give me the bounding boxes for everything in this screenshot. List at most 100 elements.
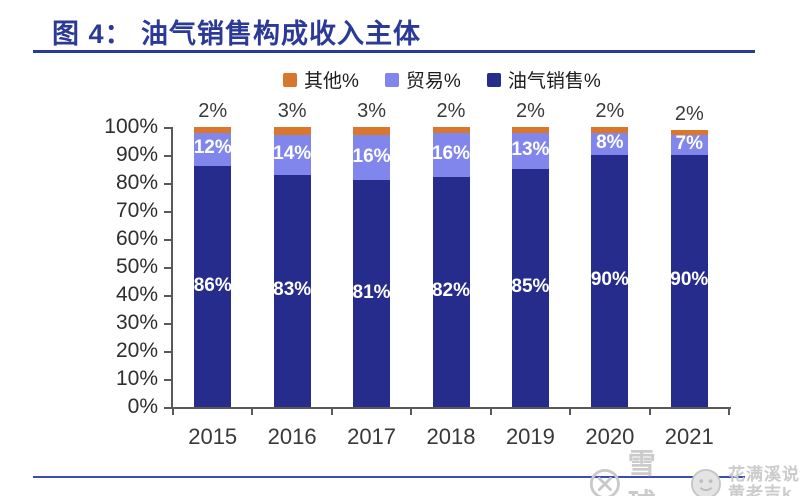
bar-value-label: 83%: [273, 278, 312, 300]
legend-label: 贸易%: [405, 71, 461, 92]
y-axis-label: 70%: [115, 199, 158, 222]
xueqiu-logo-icon: [589, 468, 620, 496]
y-axis-label: 50%: [115, 255, 158, 278]
bar-segment: [273, 174, 311, 407]
bar-segment: [353, 135, 391, 181]
y-axis-tick: [164, 323, 172, 325]
bar-segment: [511, 132, 549, 169]
bar-segment: [511, 127, 549, 133]
bar-top-label: 3%: [277, 100, 307, 122]
bottom-divider-rule: [33, 476, 745, 478]
bar-value-label: 86%: [193, 274, 232, 296]
bar-top-label: 2%: [515, 100, 545, 122]
bar-top-label: 2%: [595, 100, 625, 122]
y-axis-tick: [164, 407, 172, 409]
bar-segment: [670, 129, 708, 136]
x-axis-label: 2018: [426, 424, 476, 449]
legend-swatch: [486, 72, 501, 87]
bar-segment: [353, 127, 391, 136]
y-axis-tick: [164, 183, 172, 185]
x-axis-label: 2017: [347, 424, 397, 449]
bar-segment: [194, 132, 232, 167]
xueqiu-brand-text: 雪球: [627, 448, 658, 496]
legend-swatch: [384, 72, 399, 87]
bar-value-label: 90%: [590, 269, 629, 290]
bar-value-label: 12%: [193, 137, 232, 159]
y-axis-line: [171, 127, 173, 409]
bar-value-label: 90%: [670, 269, 709, 290]
y-axis-label: 60%: [115, 227, 158, 250]
title-underline-rule: [33, 50, 755, 53]
x-axis-tick: [251, 409, 254, 415]
x-axis-tick: [648, 409, 651, 415]
y-axis-label: 0%: [127, 395, 158, 418]
bar-value-label: 14%: [273, 143, 312, 164]
bar-segment: [432, 132, 470, 178]
x-axis-label: 2016: [267, 424, 317, 449]
bar-top-label: 2%: [198, 100, 228, 122]
x-axis-tick: [728, 409, 730, 415]
y-axis-label: 100%: [104, 115, 158, 138]
bar-segment: [194, 127, 232, 133]
bar-value-label: 13%: [511, 138, 550, 160]
figure-title: 图 4： 油气销售构成收入主体: [52, 19, 422, 49]
bar-value-label: 8%: [596, 131, 624, 153]
x-axis-tick: [489, 409, 492, 415]
x-axis-label: 2021: [664, 424, 714, 449]
watermark-username-line1: 花满溪说: [728, 465, 800, 484]
y-axis-tick: [164, 351, 172, 353]
bar-segment: [194, 166, 232, 407]
bar-segment: [273, 135, 311, 175]
x-axis-line: [171, 407, 731, 409]
legend-swatch: [283, 72, 297, 87]
y-axis-tick: [164, 379, 172, 381]
x-axis-tick: [330, 409, 333, 415]
watermark-username: 花满溪说 黄老吉k: [728, 465, 800, 496]
y-axis-label: 80%: [115, 171, 158, 194]
bar-top-label: 2%: [436, 100, 466, 122]
chart-legend: 其他% 贸易% 油气销售%: [283, 66, 601, 93]
y-axis-tick: [164, 127, 172, 129]
x-axis-label: 2020: [585, 424, 635, 449]
y-axis-label: 30%: [115, 311, 158, 334]
bar-segment: [432, 177, 470, 407]
bar-top-label: 2%: [674, 102, 704, 125]
bar-value-label: 7%: [675, 133, 704, 155]
x-axis-tick: [410, 409, 413, 415]
bar-segment: [432, 127, 470, 133]
legend-item: 油气销售%: [486, 66, 601, 93]
bar-value-label: 16%: [431, 143, 471, 164]
bar-value-label: 85%: [511, 276, 550, 297]
legend-item: 贸易%: [384, 66, 461, 93]
y-axis-tick: [164, 267, 172, 269]
x-axis-tick: [569, 409, 572, 415]
bar-segment: [511, 169, 549, 407]
y-axis-label: 20%: [115, 339, 158, 362]
x-axis-tick: [172, 409, 174, 415]
user-avatar: [691, 468, 722, 496]
bar-segment: [353, 180, 391, 407]
y-axis-tick: [164, 211, 172, 213]
watermark-username-line2: 黄老吉k: [728, 484, 793, 496]
y-axis-label: 90%: [115, 143, 158, 166]
bar-value-label: 16%: [352, 145, 391, 167]
y-axis-tick: [164, 155, 172, 157]
y-axis-tick: [164, 239, 172, 241]
xueqiu-watermark: 雪球 花满溪说 黄老吉k: [588, 444, 800, 496]
legend-label: 油气销售%: [507, 71, 601, 92]
bar-segment: [591, 127, 629, 133]
bar-segment: [670, 135, 708, 155]
y-axis-label: 10%: [115, 367, 158, 390]
bar-value-label: 82%: [431, 280, 471, 302]
y-axis-label: 40%: [115, 283, 158, 306]
bar-top-label: 3%: [357, 100, 387, 122]
bar-segment: [273, 127, 311, 136]
legend-label: 其他%: [304, 71, 359, 92]
bar-segment: [591, 132, 629, 155]
bar-segment: [670, 155, 708, 407]
y-axis-tick: [164, 295, 172, 297]
x-axis-label: 2015: [188, 424, 238, 449]
legend-item: 其他%: [283, 66, 359, 93]
